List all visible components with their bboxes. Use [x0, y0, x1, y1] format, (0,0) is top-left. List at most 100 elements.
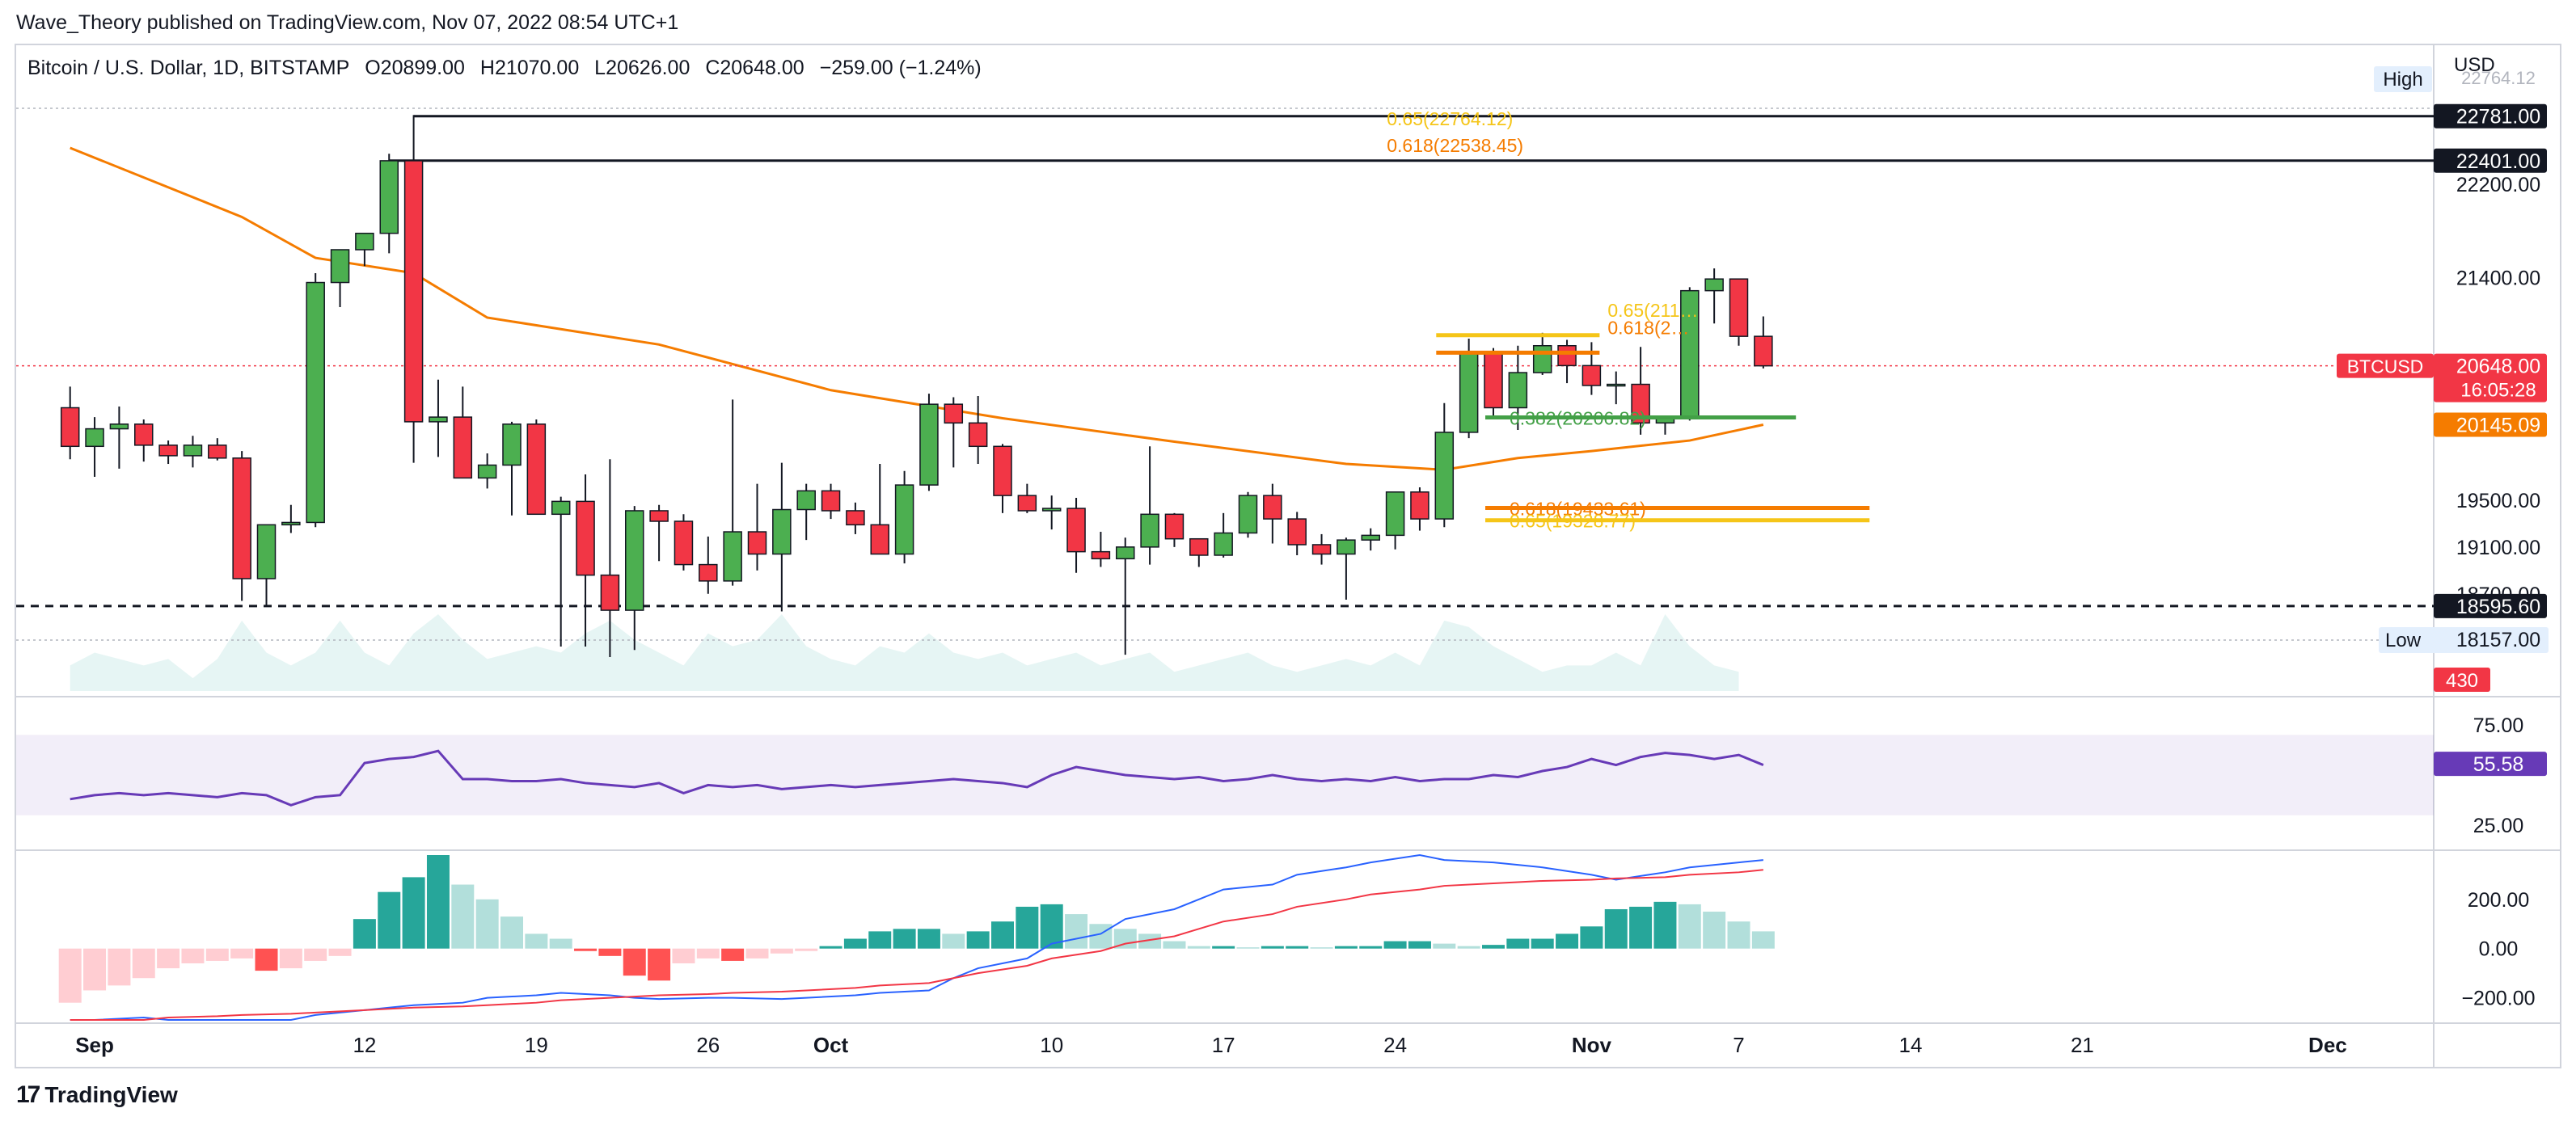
macd-histogram-bar [917, 929, 940, 949]
low-marker-label: Low [2385, 630, 2422, 651]
candle-body [429, 416, 448, 423]
macd-histogram-bar [304, 948, 327, 961]
time-tick-label: Dec [2308, 1033, 2347, 1057]
candle-body [1066, 508, 1086, 553]
time-tick-label: 21 [2071, 1033, 2094, 1057]
candle-body [477, 464, 497, 479]
ma-tag-value: 20145.09 [2456, 414, 2540, 436]
candle-body [1581, 364, 1602, 386]
ohlc-close: C20648.00 [705, 57, 804, 79]
rsi-band [16, 735, 2434, 815]
macd-histogram-bar [549, 938, 572, 949]
symbol-tag [2337, 353, 2434, 378]
symbol-name[interactable]: Bitcoin / U.S. Dollar, 1D, BITSTAMP [27, 57, 350, 79]
rsi-tag [2434, 752, 2547, 777]
time-tick-label: 7 [1733, 1033, 1744, 1057]
tradingview-logo[interactable]: 17 TradingView [16, 1081, 178, 1109]
candle-body [1385, 491, 1405, 537]
macd-histogram-bar [475, 899, 499, 949]
candle-body [1704, 278, 1724, 292]
price-tick-label: 19500.00 [2456, 490, 2540, 512]
macd-histogram-bar [1556, 933, 1579, 949]
macd-histogram-bar [1065, 914, 1088, 949]
time-tick-label: 12 [353, 1033, 376, 1057]
candle-body [1017, 495, 1037, 512]
candle-body [1557, 344, 1577, 367]
macd-histogram-bar [598, 948, 622, 956]
candle-body [1263, 495, 1282, 520]
ohlc-open: O20899.00 [365, 57, 465, 79]
candle-body [1337, 539, 1356, 555]
macd-histogram-bar [1138, 933, 1162, 949]
macd-histogram-bar [255, 948, 278, 971]
candle-body [1214, 532, 1233, 556]
macd-histogram-bar [672, 948, 695, 963]
candle-body [551, 500, 571, 516]
candle-body [1607, 383, 1626, 387]
price-tick-label: 21400.00 [2456, 268, 2540, 290]
candle-body [993, 445, 1012, 496]
candle-body [134, 423, 154, 446]
level-tag-label: 22401.00 [2456, 150, 2540, 173]
rsi-line [70, 749, 1764, 807]
candle-body [821, 490, 841, 512]
candle-body [649, 510, 669, 522]
time-tick-label: Oct [813, 1033, 849, 1057]
macd-histogram-bar [402, 877, 425, 949]
macd-histogram-bar [770, 948, 793, 954]
rsi-tag-value: 55.58 [2473, 753, 2524, 776]
low-marker-value: 18157.00 [2456, 629, 2540, 651]
level-tag [2434, 593, 2547, 618]
candle-body [1459, 351, 1479, 433]
candle-body [1484, 351, 1503, 409]
candle-body [944, 403, 964, 424]
chart-frame [15, 44, 2561, 1068]
macd-histogram-bar [132, 948, 155, 979]
ohlc-high: H21070.00 [479, 57, 580, 79]
symbol-tag-label: BTCUSD [2347, 356, 2424, 377]
candle-body [894, 484, 914, 555]
price-tick-label: 22200.00 [2456, 174, 2540, 196]
macd-histogram-bar [1408, 941, 1431, 949]
level-tag-label: 22781.00 [2456, 106, 2540, 129]
candle-body [355, 232, 374, 251]
macd-histogram-bar [795, 948, 818, 951]
candle-body [232, 457, 251, 579]
macd-histogram-bar [378, 891, 401, 949]
macd-histogram-bar [1286, 946, 1309, 949]
macd-histogram-bar [1678, 904, 1701, 949]
time-tick-label: 19 [525, 1033, 548, 1057]
footer-brand: TradingView [44, 1082, 178, 1107]
fib-level-label: 0.65(19328.77) [1510, 511, 1636, 532]
candle-body [846, 510, 865, 526]
candle-body [1116, 546, 1135, 560]
candle-body [85, 428, 104, 448]
low-marker-bg [2379, 627, 2549, 653]
macd-histogram-bar [1482, 945, 1505, 949]
time-tick-label: Nov [1572, 1033, 1612, 1057]
macd-histogram-bar [1580, 926, 1603, 949]
macd-histogram-bar [1089, 924, 1113, 949]
macd-histogram-bar [1261, 946, 1284, 949]
level-tag [2434, 148, 2547, 173]
macd-histogram-bar [868, 931, 892, 949]
macd-tick-label: −200.00 [2461, 988, 2535, 1010]
partial-top-label: 22764.12 [2461, 68, 2536, 88]
time-tick-label: 24 [1383, 1033, 1407, 1057]
macd-histogram-bar [1163, 941, 1186, 949]
candle-body [747, 531, 767, 555]
candle-body [158, 445, 178, 457]
high-marker-label: High [2383, 69, 2422, 91]
candle-body [870, 524, 889, 555]
macd-histogram-bar [1751, 931, 1775, 949]
macd-histogram-bar [966, 931, 990, 949]
macd-histogram-bar [1703, 912, 1726, 949]
candle-body [379, 160, 399, 234]
macd-histogram-bar [1653, 901, 1677, 949]
candle-body [403, 160, 424, 423]
candle-body [208, 445, 227, 459]
candle-body [1729, 278, 1749, 337]
time-tick-label: 14 [1898, 1033, 1922, 1057]
candle-body [1091, 550, 1111, 560]
